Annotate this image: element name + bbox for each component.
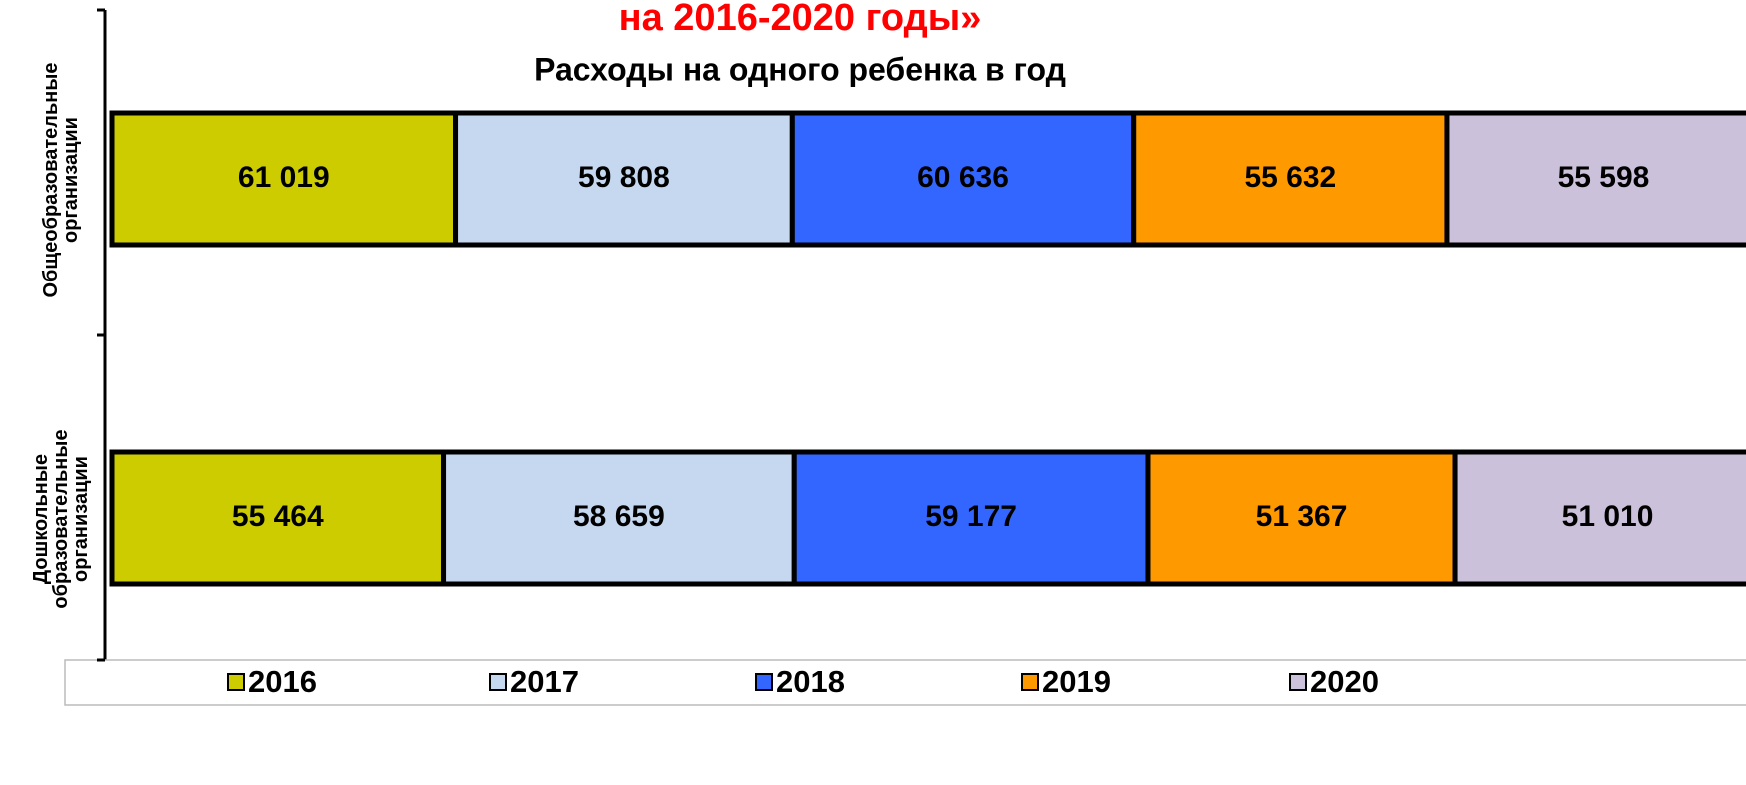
legend-label: 2018	[776, 664, 845, 699]
data-label: 55 632	[1244, 161, 1336, 194]
legend-swatch	[1021, 673, 1039, 691]
legend-swatch	[489, 673, 507, 691]
bar-segment	[1452, 449, 1746, 587]
chart-title: на 2016-2020 годы»	[619, 0, 982, 39]
data-label: 58 659	[573, 500, 665, 533]
y-tick-label-line: Дошкольные	[30, 454, 52, 584]
data-label: 59 808	[578, 161, 670, 194]
legend-label: 2016	[248, 664, 317, 699]
bar-segment	[1131, 110, 1450, 248]
legend-swatch	[1289, 673, 1307, 691]
y-tick-label: Общеобразовательныеорганизации	[40, 62, 82, 297]
legend-swatch	[755, 673, 773, 691]
bar-segment	[1145, 449, 1458, 587]
bar-segment	[453, 110, 795, 248]
y-tick-label: Дошкольныеобразовательныеорганизации	[30, 429, 92, 608]
legend-label: 2017	[510, 664, 579, 699]
chart-subtitle: Расходы на одного ребенка в год	[534, 51, 1066, 87]
category-label: Дошкольныеобразовательныеорганизации	[30, 429, 92, 608]
y-tick-label-line: организации	[60, 117, 82, 243]
data-label: 61 019	[238, 161, 330, 194]
bar-segment	[789, 110, 1137, 248]
y-tick-label-line: образовательные	[50, 429, 72, 608]
bar-segment	[441, 449, 797, 587]
data-label: 59 177	[925, 500, 1017, 533]
data-label: 60 636	[917, 161, 1009, 194]
bar-segment	[791, 449, 1151, 587]
legend-label: 2019	[1042, 664, 1111, 699]
legend-box	[64, 659, 1746, 706]
bar-segment	[1444, 110, 1746, 248]
data-label: 55 464	[232, 500, 324, 533]
data-label: 51 010	[1562, 500, 1654, 533]
legend-label: 2020	[1310, 664, 1379, 699]
y-tick-label-line: Общеобразовательные	[40, 62, 62, 297]
legend-swatch	[227, 673, 245, 691]
data-label: 51 367	[1256, 500, 1348, 533]
bar-segment	[109, 110, 459, 248]
y-tick-label-line: организации	[70, 456, 92, 582]
category-label: Общеобразовательныеорганизации	[40, 62, 82, 297]
data-label: 55 598	[1558, 161, 1650, 194]
